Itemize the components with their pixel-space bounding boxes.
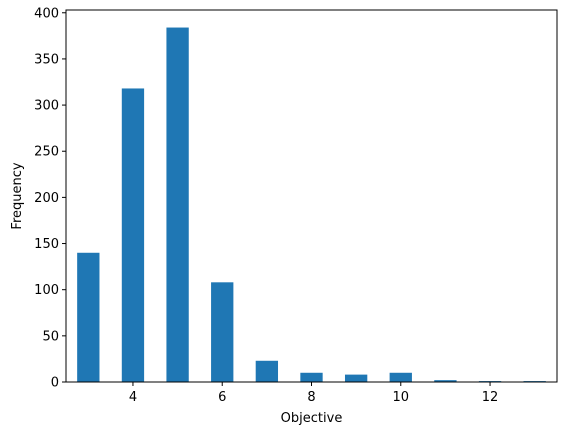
y-tick-label: 350 bbox=[34, 52, 59, 67]
bar-x-10 bbox=[389, 372, 412, 382]
bar-x-4 bbox=[121, 88, 145, 382]
bar-x-8 bbox=[300, 372, 323, 382]
x-tick-label: 6 bbox=[218, 390, 226, 405]
y-tick-label: 300 bbox=[34, 99, 59, 114]
bar-x-5 bbox=[166, 27, 189, 383]
x-axis-ticks: 4 6 8 10 12 bbox=[129, 382, 499, 405]
bar-x-11 bbox=[434, 380, 457, 382]
x-tick-label: 12 bbox=[482, 390, 499, 405]
y-tick-label: 0 bbox=[51, 376, 59, 391]
bars-group bbox=[77, 27, 546, 383]
x-tick-label: 10 bbox=[392, 390, 409, 405]
y-axis-ticks: 0 50 100 150 200 250 300 350 400 bbox=[34, 6, 66, 391]
bar-x-3 bbox=[77, 252, 100, 382]
x-axis-label: Objective bbox=[281, 411, 343, 426]
y-tick-label: 150 bbox=[34, 237, 59, 252]
y-tick-label: 250 bbox=[34, 145, 59, 160]
bar-x-7 bbox=[255, 360, 279, 382]
x-tick-label: 4 bbox=[129, 390, 137, 405]
y-tick-label: 100 bbox=[34, 283, 59, 298]
plot-frame bbox=[65, 9, 558, 383]
y-tick-label: 200 bbox=[34, 191, 59, 206]
bar-x-6 bbox=[211, 282, 234, 382]
y-tick-label: 400 bbox=[34, 6, 59, 21]
x-tick-label: 8 bbox=[307, 390, 315, 405]
bar-x-9 bbox=[344, 374, 368, 382]
y-tick-label: 50 bbox=[42, 329, 59, 344]
y-axis-label: Frequency bbox=[10, 162, 25, 229]
